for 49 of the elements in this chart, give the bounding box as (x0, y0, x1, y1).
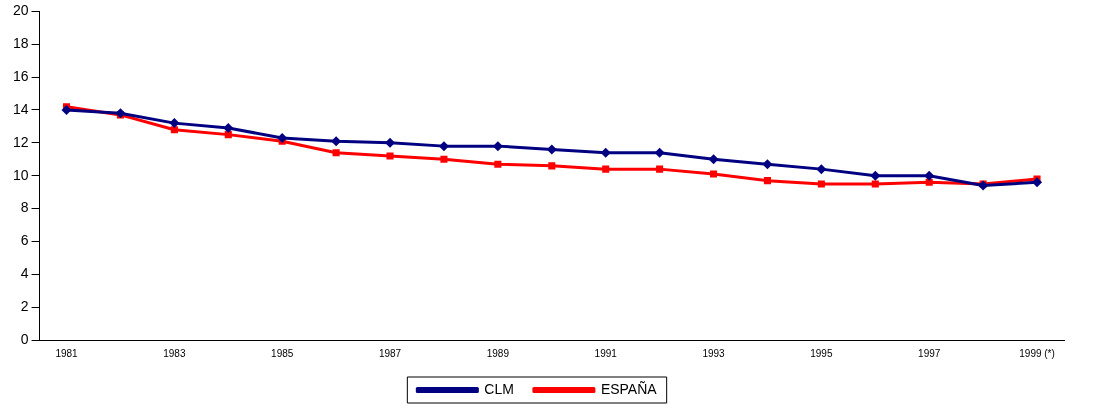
point (170, 126, 178, 134)
legend-label: ESPAÑA (600, 380, 658, 397)
point (816, 164, 827, 175)
point (224, 131, 232, 139)
point (1032, 177, 1043, 188)
x-tick-label: 1995 (810, 347, 833, 359)
point (654, 147, 665, 158)
y-tick-label: 16 (12, 67, 29, 84)
point (386, 152, 394, 160)
y-tick-label: 18 (12, 35, 29, 52)
point (546, 144, 557, 155)
point (925, 178, 933, 186)
y-tick-label: 14 (12, 100, 29, 117)
legend-label: CLM (484, 380, 514, 397)
point (602, 165, 610, 173)
x-tick-label: 1997 (918, 347, 941, 359)
point (871, 180, 879, 188)
y-tick-label: 4 (20, 265, 29, 282)
point (870, 170, 881, 181)
x-tick-label: 1985 (271, 347, 294, 359)
point (762, 159, 773, 170)
x-tick-label: 1993 (702, 347, 726, 359)
x-tick-label: 1983 (163, 347, 186, 359)
point (548, 162, 556, 170)
point (223, 123, 234, 134)
y-tick-label: 0 (20, 330, 29, 347)
x-tick-label: 1987 (378, 347, 402, 359)
x-tick-label: 1999 (*) (1019, 347, 1055, 359)
point (710, 170, 718, 178)
x-tick-label: 1981 (55, 347, 79, 359)
point (924, 170, 935, 181)
point (438, 141, 449, 152)
y-tick-label: 6 (20, 232, 29, 249)
y-tick-label: 10 (12, 166, 29, 183)
y-tick-label: 8 (20, 199, 29, 216)
y-tick-label: 20 (12, 2, 29, 19)
point (817, 180, 825, 188)
point (332, 149, 340, 157)
point (440, 155, 448, 163)
point (763, 177, 771, 185)
point (656, 165, 664, 173)
x-tick-label: 1991 (594, 347, 618, 359)
point (169, 118, 180, 129)
point (61, 104, 72, 115)
point (708, 154, 719, 165)
x-tick-label: 1989 (486, 347, 510, 359)
y-tick-label: 12 (12, 133, 29, 150)
point (494, 160, 502, 168)
y-tick-label: 2 (20, 298, 29, 314)
